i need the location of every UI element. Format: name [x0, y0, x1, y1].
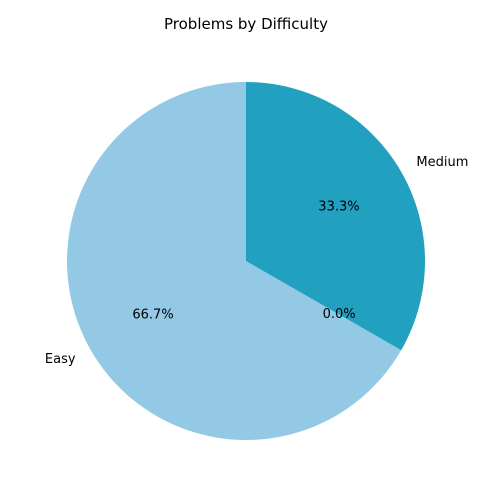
pie-labels: Easy 66.7% 0.0% Medium 33.3%: [45, 155, 468, 367]
slice-percent-medium: 33.3%: [318, 200, 359, 215]
chart-title: Problems by Difficulty: [164, 15, 328, 33]
slice-percent-easy: 66.7%: [132, 307, 173, 322]
slice-label-medium: Medium: [416, 155, 468, 170]
pie-slice-easy: [66, 82, 402, 440]
pie-slices: [66, 82, 425, 440]
slice-percent-hard: 0.0%: [323, 307, 356, 322]
slice-label-easy: Easy: [45, 352, 76, 367]
pie-slice-medium: [246, 82, 425, 351]
